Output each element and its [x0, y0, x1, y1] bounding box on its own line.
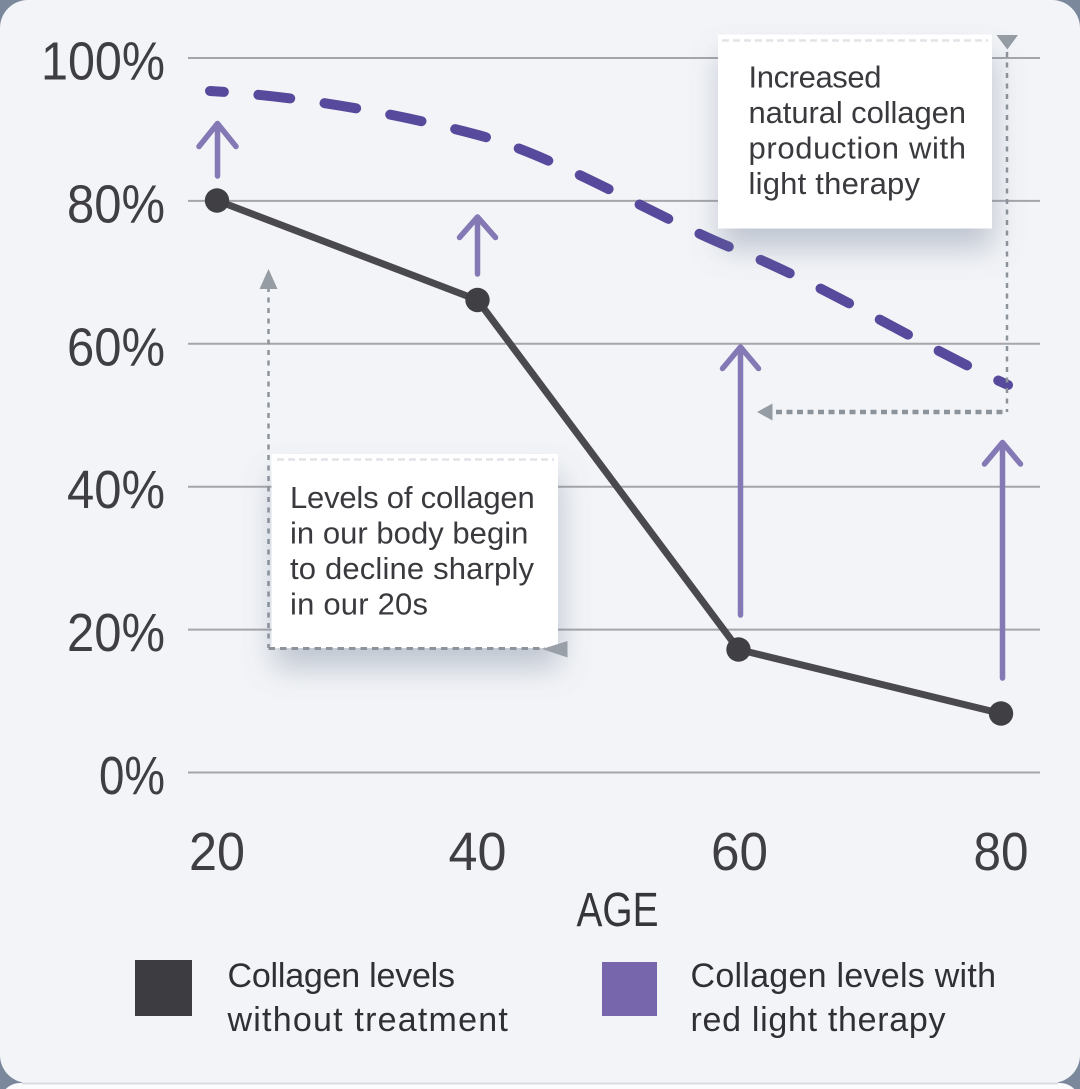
svg-text:80%: 80%	[67, 174, 165, 234]
svg-text:Collagen levels with: Collagen levels with	[691, 957, 997, 995]
svg-text:without treatment: without treatment	[227, 1001, 509, 1039]
svg-text:production with: production with	[749, 131, 967, 166]
svg-text:natural collagen: natural collagen	[749, 95, 967, 130]
svg-text:100%: 100%	[41, 32, 165, 92]
svg-text:in our 20s: in our 20s	[290, 587, 428, 622]
svg-text:60: 60	[711, 822, 768, 882]
svg-text:AGE: AGE	[577, 884, 659, 937]
svg-text:Collagen levels: Collagen levels	[228, 957, 456, 995]
svg-text:red light therapy: red light therapy	[691, 1001, 946, 1039]
svg-text:in our body begin: in our body begin	[290, 516, 528, 551]
svg-text:Levels of collagen: Levels of collagen	[290, 480, 535, 515]
svg-text:20%: 20%	[67, 603, 165, 663]
svg-text:to decline sharply: to decline sharply	[290, 551, 535, 586]
svg-text:0%: 0%	[99, 746, 165, 806]
svg-text:40: 40	[449, 822, 507, 882]
svg-text:20: 20	[189, 822, 245, 882]
svg-text:60%: 60%	[67, 317, 165, 377]
svg-text:Increased: Increased	[749, 60, 882, 95]
svg-text:light therapy: light therapy	[749, 166, 921, 201]
svg-text:80: 80	[974, 822, 1029, 882]
svg-text:40%: 40%	[67, 460, 165, 520]
